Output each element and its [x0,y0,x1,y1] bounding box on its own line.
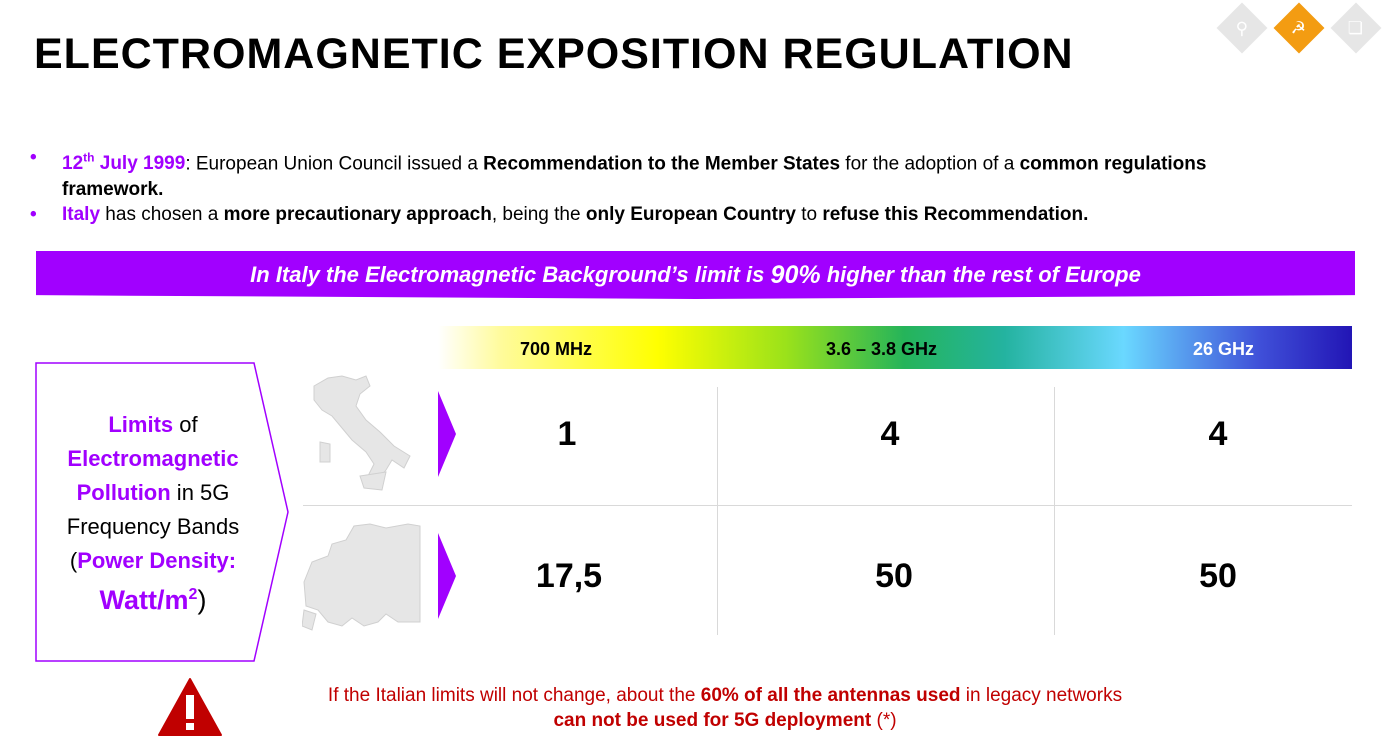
bullet-2: • Italy has chosen a more precautionary … [30,202,1290,228]
limits-box-border [35,362,289,662]
europe-3-6ghz-value: 50 [875,557,913,595]
cube-icon: ❏ [1348,18,1364,38]
limits-label-box: Limits of Electromagnetic Pollution in 5… [35,362,289,662]
italy-3-6ghz-value: 4 [880,415,900,453]
highlight-banner: In Italy the Electromagnetic Background’… [36,251,1355,299]
europe-row-arrow [438,533,456,619]
bullet-date: 12th July 1999 [62,151,186,175]
europe-700mhz-value: 17,5 [535,557,603,595]
freq-26ghz: 26 GHz [1192,339,1254,359]
bullet-dot: • [30,147,37,168]
bullet-1: • 12th July 1999: European Union Council… [30,147,1207,201]
freq-3-6ghz: 3.6 – 3.8 GHz [826,339,938,359]
europe-26ghz-value: 50 [1199,557,1237,595]
bullet-dot: • [30,204,37,225]
search-icon: ⚲ [1235,18,1249,38]
frequency-spectrum-bar: 700 MHz 3.6 – 3.8 GHz 26 GHz [438,326,1352,369]
column-divider [717,387,718,635]
warning-icon [158,678,222,736]
row-divider [303,505,1352,506]
nav-search[interactable]: ⚲ [1216,2,1268,54]
italy-700mhz-value: 1 [557,415,577,453]
page-title: ELECTROMAGNETIC EXPOSITION REGULATION [34,30,1074,78]
italy-row-arrow [438,391,456,477]
europe-map-icon [302,523,421,631]
nav-satellite[interactable]: ☭ [1273,2,1325,54]
freq-700mhz: 700 MHz [520,339,593,359]
nav-cube[interactable]: ❏ [1330,2,1382,54]
column-divider [1054,387,1055,635]
warning-note: If the Italian limits will not change, a… [327,685,1123,731]
italy-map-icon [313,375,411,491]
italy-26ghz-value: 4 [1208,415,1228,453]
satellite-dish-icon: ☭ [1291,18,1307,38]
